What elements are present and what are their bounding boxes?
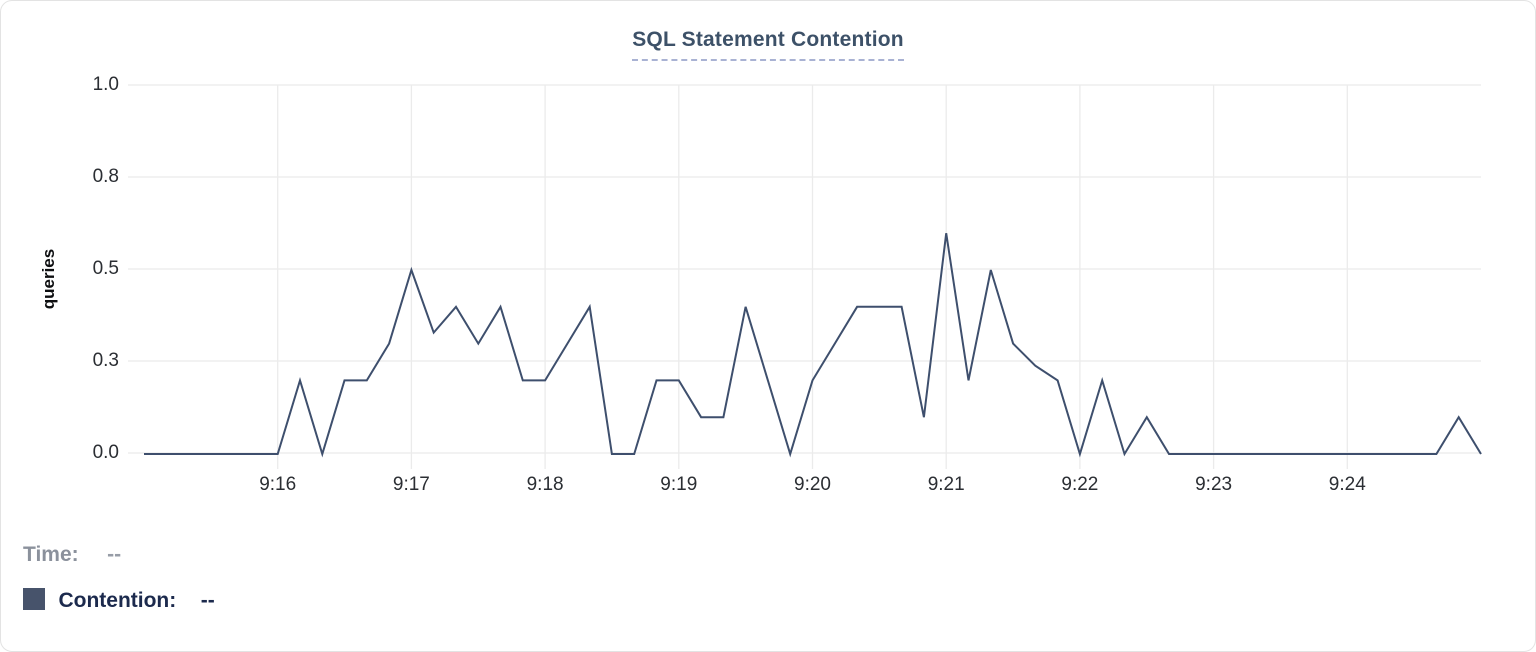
x-tick-label: 9:19 <box>660 474 698 495</box>
x-tick-label: 9:20 <box>794 474 831 495</box>
chart-legend: Time: -- Contention: -- <box>23 541 215 615</box>
x-tick-label: 9:16 <box>259 474 297 495</box>
x-tick-label: 9:18 <box>526 474 564 495</box>
legend-time-value: -- <box>107 543 122 566</box>
x-tick-label: 9:23 <box>1195 474 1233 495</box>
x-tick-label: 9:21 <box>927 474 965 495</box>
legend-contention-row: Contention: -- <box>23 587 215 615</box>
x-tick-label: 9:17 <box>392 474 430 495</box>
chart-title[interactable]: SQL Statement Contention <box>632 28 904 61</box>
contention-line-chart[interactable] <box>124 84 1482 470</box>
legend-time-label: Time: <box>23 543 79 566</box>
contention-series-swatch <box>23 588 45 610</box>
y-tick-label: 0.8 <box>92 166 119 187</box>
legend-contention-label: Contention: <box>58 589 177 612</box>
x-tick-label: 9:22 <box>1061 474 1099 495</box>
y-tick-label: 0.0 <box>92 442 119 463</box>
x-tick-label: 9:24 <box>1328 474 1366 495</box>
contention-series-line <box>144 233 1482 458</box>
legend-time-row: Time: -- <box>23 541 215 569</box>
y-tick-label: 1.0 <box>92 74 119 95</box>
chart-header: SQL Statement Contention <box>1 28 1535 61</box>
legend-contention-value: -- <box>200 589 215 612</box>
y-tick-label: 0.3 <box>92 350 119 371</box>
y-tick-label: 0.5 <box>92 258 119 279</box>
